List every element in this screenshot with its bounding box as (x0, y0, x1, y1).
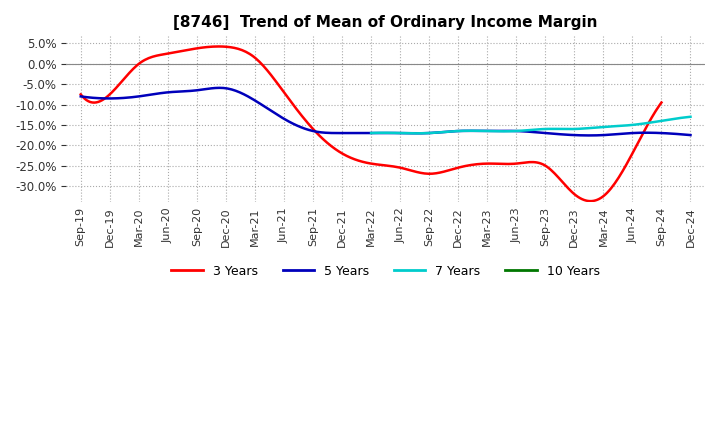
3 Years (424, 171, 433, 176)
5 Years (215, 85, 224, 91)
Line: 7 Years: 7 Years (371, 117, 690, 133)
3 Years (422, 171, 431, 176)
7 Years (637, 121, 646, 127)
Legend: 3 Years, 5 Years, 7 Years, 10 Years: 3 Years, 5 Years, 7 Years, 10 Years (166, 260, 605, 283)
5 Years (76, 94, 85, 99)
5 Years (595, 132, 603, 138)
5 Years (439, 129, 448, 135)
3 Years (215, 44, 223, 49)
3 Years (568, 190, 577, 195)
3 Years (76, 92, 85, 97)
3 Years (607, 186, 616, 191)
5 Years (441, 129, 450, 135)
7 Years (557, 126, 565, 132)
Line: 5 Years: 5 Years (81, 88, 690, 136)
5 Years (686, 132, 695, 138)
7 Years (366, 130, 375, 136)
5 Years (633, 130, 642, 136)
7 Years (558, 126, 567, 132)
7 Years (686, 114, 695, 119)
5 Years (451, 128, 460, 134)
3 Years (433, 170, 442, 176)
3 Years (585, 198, 594, 204)
5 Years (584, 133, 593, 138)
Title: [8746]  Trend of Mean of Ordinary Income Margin: [8746] Trend of Mean of Ordinary Income … (174, 15, 598, 30)
7 Years (563, 126, 572, 132)
7 Years (413, 131, 421, 136)
Line: 3 Years: 3 Years (81, 47, 662, 201)
5 Years (78, 94, 87, 99)
3 Years (78, 94, 87, 99)
7 Years (368, 130, 377, 136)
7 Years (657, 118, 666, 124)
3 Years (657, 100, 666, 105)
